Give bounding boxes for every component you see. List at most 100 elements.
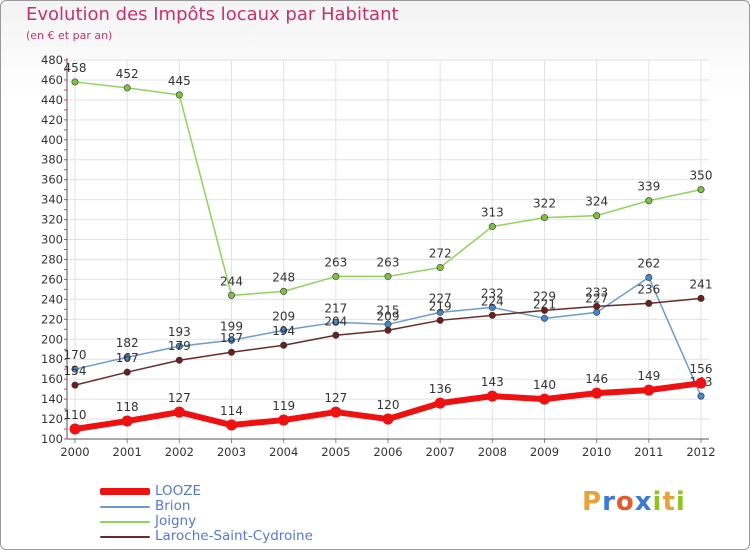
data-point xyxy=(71,381,79,389)
x-tick-label: 2009 xyxy=(530,445,559,459)
data-point xyxy=(645,299,653,307)
data-label: 263 xyxy=(377,255,400,269)
x-tick-label: 2007 xyxy=(426,445,455,459)
data-label: 217 xyxy=(324,301,347,315)
y-tick-label: 400 xyxy=(41,133,63,147)
y-tick-label: 120 xyxy=(41,412,63,426)
logo-letter: o xyxy=(615,487,635,517)
data-point xyxy=(121,415,133,427)
legend-swatch xyxy=(100,506,150,508)
logo-letter: t xyxy=(662,487,676,517)
data-label: 209 xyxy=(377,309,400,323)
y-tick-label: 160 xyxy=(41,372,63,386)
data-label: 272 xyxy=(429,246,452,260)
data-point xyxy=(69,423,81,435)
x-tick-label: 2000 xyxy=(60,445,89,459)
data-label: 232 xyxy=(481,286,504,300)
data-label: 170 xyxy=(64,348,87,362)
y-tick-label: 180 xyxy=(41,352,63,366)
data-point xyxy=(436,308,444,316)
data-point xyxy=(332,272,340,280)
x-tick-label: 2008 xyxy=(478,445,507,459)
data-label: 233 xyxy=(585,285,608,299)
proxiti-logo: Proxiti xyxy=(582,487,686,517)
data-point xyxy=(591,387,603,399)
data-label: 248 xyxy=(272,270,295,284)
y-tick-label: 260 xyxy=(41,272,63,286)
data-label: 194 xyxy=(272,324,295,338)
x-tick-label: 2004 xyxy=(269,445,298,459)
data-label: 241 xyxy=(690,277,713,291)
y-tick-label: 280 xyxy=(41,252,63,266)
logo-letter: x xyxy=(634,487,653,517)
x-tick-label: 2010 xyxy=(582,445,611,459)
data-label: 149 xyxy=(637,369,660,383)
data-point xyxy=(540,214,548,222)
data-point xyxy=(434,397,446,409)
data-label: 136 xyxy=(429,382,452,396)
data-point xyxy=(123,353,131,361)
y-tick-label: 100 xyxy=(41,432,63,446)
data-label: 445 xyxy=(168,74,191,88)
data-point xyxy=(123,84,131,92)
data-label: 339 xyxy=(637,180,660,194)
data-point xyxy=(645,273,653,281)
y-tick-label: 140 xyxy=(41,392,63,406)
y-tick-label: 320 xyxy=(41,213,63,227)
data-label: 227 xyxy=(429,291,452,305)
data-label: 156 xyxy=(690,362,713,376)
data-label: 244 xyxy=(220,274,243,288)
x-tick-label: 2012 xyxy=(686,445,715,459)
data-point xyxy=(71,365,79,373)
data-label: 167 xyxy=(116,351,139,365)
data-point xyxy=(123,368,131,376)
data-point xyxy=(71,78,79,86)
y-tick-label: 200 xyxy=(41,332,63,346)
data-label: 187 xyxy=(220,331,243,345)
data-point xyxy=(382,413,394,425)
data-point xyxy=(384,272,392,280)
data-point xyxy=(332,331,340,339)
logo-letter: i xyxy=(652,487,663,517)
legend-label: LOOZE xyxy=(155,483,202,499)
data-label: 313 xyxy=(481,206,504,220)
x-tick-label: 2005 xyxy=(321,445,350,459)
data-point xyxy=(593,212,601,220)
data-point xyxy=(173,406,185,418)
data-label: 322 xyxy=(533,197,556,211)
data-label: 120 xyxy=(377,398,400,412)
data-label: 229 xyxy=(533,289,556,303)
data-label: 204 xyxy=(324,314,347,328)
x-tick-label: 2011 xyxy=(634,445,663,459)
line-chart: 100 120 140 160 180 200 220 240 260 280 300 320 340 3… xyxy=(41,53,716,459)
data-point xyxy=(175,356,183,364)
y-tick-label: 300 xyxy=(41,233,63,247)
x-tick-label: 2006 xyxy=(373,445,402,459)
legend-item: Joigny xyxy=(100,513,360,529)
data-label: 119 xyxy=(272,399,295,413)
data-label: 143 xyxy=(481,375,504,389)
logo-letter: r xyxy=(602,487,616,517)
data-point xyxy=(593,302,601,310)
data-point xyxy=(697,294,705,302)
data-label: 209 xyxy=(272,309,295,323)
legend-label: Joigny xyxy=(155,513,197,529)
legend-item: Brion xyxy=(100,498,360,514)
legend-swatch xyxy=(100,536,150,538)
data-label: 350 xyxy=(690,169,713,183)
data-point xyxy=(436,316,444,324)
data-label: 215 xyxy=(377,303,400,317)
data-point xyxy=(384,326,392,334)
y-tick-label: 340 xyxy=(41,193,63,207)
data-label: 146 xyxy=(585,372,608,386)
data-point xyxy=(488,303,496,311)
data-point xyxy=(280,326,288,334)
data-label: 193 xyxy=(168,325,191,339)
logo-letter: i xyxy=(675,487,686,517)
legend-swatch xyxy=(100,521,150,523)
x-tick-label: 2003 xyxy=(217,445,246,459)
y-tick-label: 440 xyxy=(41,93,63,107)
data-label: 263 xyxy=(324,255,347,269)
data-label: 182 xyxy=(116,336,139,350)
y-tick-label: 480 xyxy=(41,53,63,67)
